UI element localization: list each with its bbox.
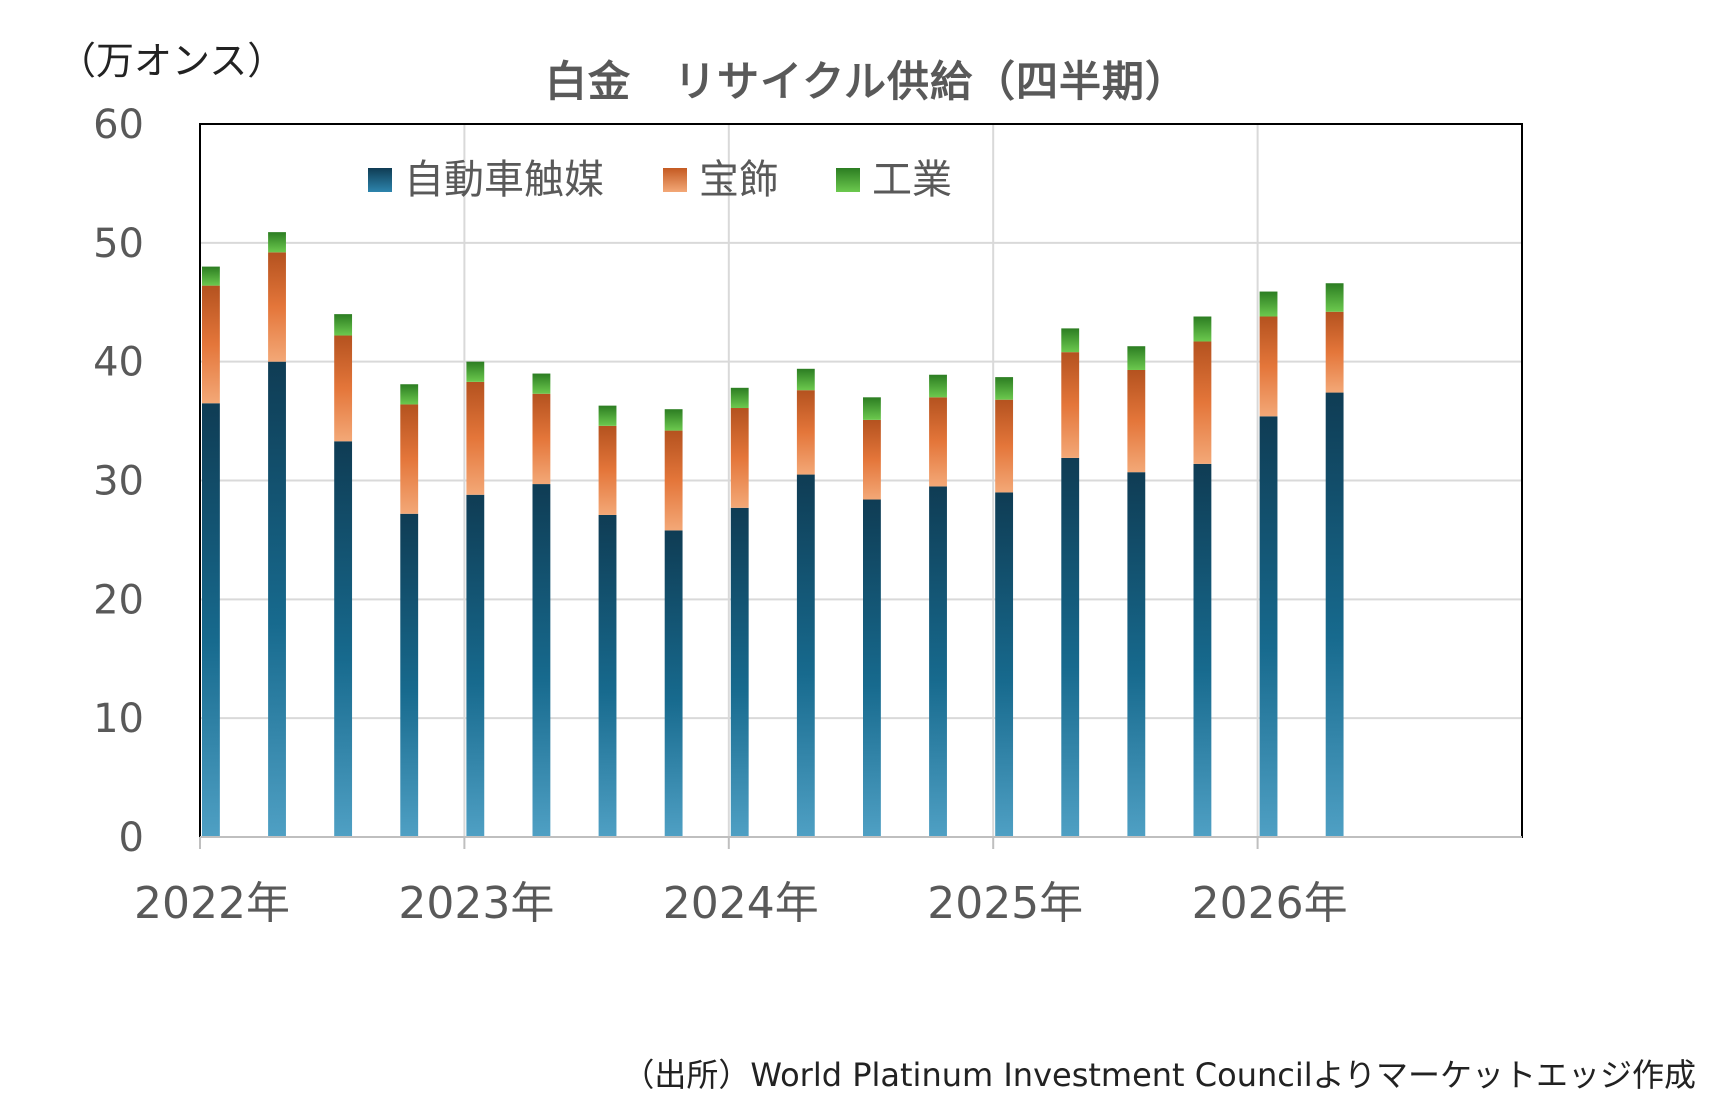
bar-2023Q2-series-0: [532, 484, 551, 837]
bar-2023Q3-series-0: [598, 514, 617, 837]
bar-2025Q1-series-0: [995, 492, 1014, 837]
bar-2025Q2-series-1: [1061, 352, 1080, 458]
plot-frame: [199, 123, 1523, 849]
bar-2023Q1-series-1: [466, 381, 485, 495]
bar-2024Q4-series-0: [929, 486, 947, 837]
bar-2022Q3-series-1: [334, 335, 353, 442]
legend-label-0: 自動車触媒: [404, 157, 604, 203]
bar-2025Q3-series-0: [1127, 472, 1146, 837]
bar-2024Q1-series-0: [730, 507, 749, 837]
legend-swatch-1: [663, 168, 687, 192]
bar-2022Q4-series-0: [400, 513, 419, 837]
bar-2022Q4-series-1: [400, 404, 419, 514]
bar-2024Q2-series-0: [796, 474, 815, 837]
legend-label-1: 宝飾: [699, 157, 779, 203]
legend-swatch-0: [368, 168, 392, 192]
bar-2023Q2-series-2: [532, 373, 551, 394]
bar-2026Q2-series-0: [1325, 392, 1344, 837]
bar-2023Q1-series-0: [466, 494, 485, 837]
bar-2025Q4-series-1: [1193, 341, 1212, 464]
bar-2023Q3-series-1: [598, 425, 617, 515]
bar-2022Q3-series-2: [334, 314, 353, 336]
y-tick-label: 10: [93, 696, 144, 742]
bar-2022Q2-series-0: [268, 361, 286, 837]
bar-2022Q2-series-2: [268, 232, 286, 253]
x-tick-label: 2023年: [398, 878, 554, 929]
bar-2023Q4-series-1: [664, 430, 683, 531]
bar-2025Q3-series-2: [1127, 346, 1146, 370]
bar-2022Q1-series-0: [202, 403, 220, 837]
bar-2026Q2-series-1: [1325, 311, 1344, 393]
x-tick-label: 2025年: [927, 878, 1083, 929]
bar-2023Q3-series-2: [598, 405, 617, 426]
bar-stacks: [202, 232, 1344, 837]
bar-2023Q4-series-2: [664, 409, 683, 431]
bar-2025Q1-series-2: [995, 377, 1014, 400]
bar-2022Q1-series-1: [202, 285, 220, 404]
bar-2026Q1-series-1: [1259, 316, 1278, 417]
gridlines: [200, 124, 1522, 837]
bar-2024Q1-series-1: [730, 408, 749, 508]
bar-2024Q2-series-2: [796, 368, 815, 391]
bar-2022Q4-series-2: [400, 384, 419, 405]
x-tick-label: 2024年: [663, 878, 819, 929]
bar-2022Q3-series-0: [334, 441, 353, 837]
bar-2024Q4-series-2: [929, 374, 947, 398]
bar-2024Q4-series-1: [929, 397, 947, 487]
bar-2026Q1-series-0: [1259, 416, 1278, 837]
x-tick-label: 2026年: [1192, 878, 1348, 929]
legend: 自動車触媒 宝飾 工業: [368, 157, 952, 203]
bar-2024Q3-series-0: [863, 499, 881, 837]
bar-2024Q1-series-2: [730, 387, 749, 409]
bar-2025Q1-series-1: [995, 399, 1014, 493]
y-tick-label: 20: [93, 577, 144, 623]
bar-2023Q1-series-2: [466, 361, 485, 382]
chart-title: 白金 リサイクル供給（四半期）: [545, 57, 1188, 106]
y-tick-label: 0: [119, 815, 144, 861]
bar-2022Q1-series-2: [202, 266, 220, 286]
legend-label-2: 工業: [872, 157, 952, 203]
bar-2024Q3-series-1: [863, 419, 881, 500]
y-axis-ticks: 0 10 20 30 40 50 60: [93, 102, 144, 861]
source-note: （出所）World Platinum Investment Councilよりマ…: [622, 1056, 1696, 1094]
bar-2025Q4-series-2: [1193, 316, 1212, 342]
bar-2024Q3-series-2: [863, 397, 881, 420]
bar-2025Q2-series-2: [1061, 328, 1080, 353]
y-tick-label: 50: [93, 221, 144, 267]
bar-2023Q4-series-0: [664, 530, 683, 837]
bar-2025Q2-series-0: [1061, 457, 1080, 837]
legend-swatch-2: [836, 168, 860, 192]
y-tick-label: 30: [93, 459, 144, 505]
y-axis-unit-label: （万オンス）: [58, 39, 286, 83]
x-tick-label: 2022年: [134, 878, 290, 929]
bar-2025Q4-series-0: [1193, 463, 1212, 837]
bar-2026Q1-series-2: [1259, 291, 1278, 317]
bar-2025Q3-series-1: [1127, 369, 1146, 473]
x-axis-ticks: 2022年 2023年 2024年 2025年 2026年: [134, 878, 1348, 929]
y-tick-label: 40: [93, 340, 144, 386]
bar-2023Q2-series-1: [532, 393, 551, 485]
bar-2026Q2-series-2: [1325, 283, 1344, 312]
y-tick-label: 60: [93, 102, 144, 148]
bar-2022Q2-series-1: [268, 252, 286, 362]
bar-2024Q2-series-1: [796, 390, 815, 475]
